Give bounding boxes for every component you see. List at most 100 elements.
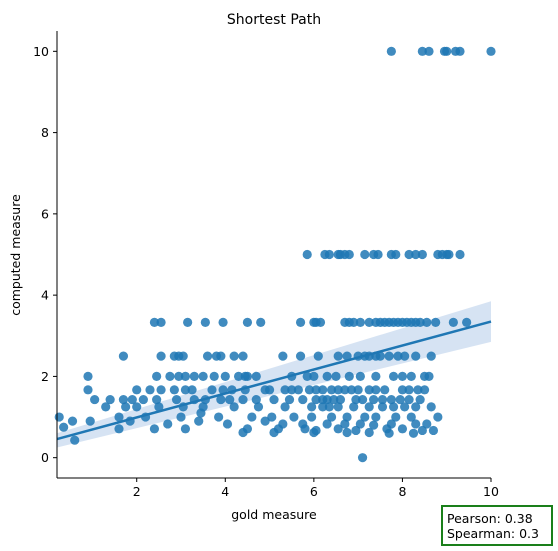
data-point bbox=[364, 402, 374, 412]
data-point bbox=[152, 371, 162, 382]
data-point bbox=[83, 371, 93, 382]
data-point bbox=[163, 419, 173, 429]
data-point bbox=[300, 424, 310, 434]
data-point bbox=[428, 425, 439, 436]
data-point bbox=[400, 351, 410, 361]
regression-line-path bbox=[56, 320, 492, 441]
x-tick-label: 6 bbox=[310, 484, 318, 499]
data-point bbox=[415, 317, 425, 327]
data-point bbox=[222, 419, 233, 429]
data-point bbox=[269, 394, 279, 405]
data-point bbox=[127, 394, 137, 405]
data-point bbox=[149, 317, 160, 327]
data-point bbox=[462, 317, 472, 327]
data-point bbox=[384, 428, 394, 438]
data-point bbox=[267, 412, 277, 422]
data-point bbox=[180, 371, 191, 382]
data-point bbox=[132, 385, 142, 395]
data-point bbox=[400, 402, 410, 412]
data-point bbox=[417, 249, 427, 260]
data-point bbox=[393, 351, 403, 361]
data-point bbox=[302, 249, 312, 260]
data-point bbox=[318, 385, 328, 395]
x-tick-label: 2 bbox=[133, 484, 141, 499]
data-point bbox=[293, 385, 303, 395]
data-point bbox=[342, 351, 352, 361]
data-point bbox=[238, 427, 248, 438]
data-point bbox=[114, 412, 124, 422]
data-point bbox=[85, 416, 95, 426]
data-point bbox=[395, 394, 405, 405]
regression-line bbox=[56, 320, 492, 441]
spearman-stat: Spearman: 0.3 bbox=[447, 526, 539, 541]
data-point bbox=[295, 317, 306, 327]
data-point bbox=[194, 416, 204, 426]
data-point bbox=[344, 371, 354, 382]
data-point bbox=[118, 394, 129, 405]
data-point bbox=[54, 412, 64, 422]
data-point bbox=[269, 427, 279, 438]
data-point bbox=[455, 46, 465, 56]
data-point bbox=[289, 412, 299, 422]
data-point bbox=[313, 351, 323, 361]
data-point bbox=[165, 371, 175, 382]
y-tick-label: 4 bbox=[41, 288, 49, 303]
data-point bbox=[369, 394, 379, 405]
data-point bbox=[180, 385, 191, 395]
data-point bbox=[384, 351, 394, 361]
data-point bbox=[302, 371, 312, 382]
data-point bbox=[388, 402, 399, 412]
data-point bbox=[426, 351, 436, 361]
data-point bbox=[404, 385, 414, 395]
data-point bbox=[59, 422, 69, 432]
correlation-stats-box: Pearson: 0.38 Spearman: 0.3 bbox=[441, 505, 553, 546]
data-point bbox=[324, 249, 334, 260]
data-point bbox=[355, 371, 365, 382]
data-point bbox=[406, 412, 416, 422]
data-point bbox=[220, 371, 230, 382]
data-point bbox=[171, 394, 182, 405]
data-point bbox=[149, 424, 160, 434]
data-point bbox=[145, 385, 155, 395]
data-point bbox=[340, 419, 350, 429]
data-point bbox=[309, 371, 319, 382]
data-point bbox=[397, 424, 408, 434]
data-point bbox=[380, 385, 390, 395]
data-point bbox=[322, 371, 332, 382]
data-point bbox=[287, 385, 297, 395]
data-point bbox=[180, 424, 191, 434]
data-point bbox=[355, 419, 365, 429]
data-point bbox=[444, 249, 454, 260]
data-point bbox=[455, 249, 465, 260]
data-point bbox=[342, 427, 352, 438]
data-point bbox=[357, 453, 368, 463]
data-point bbox=[388, 371, 399, 382]
data-point bbox=[360, 412, 370, 422]
data-point bbox=[196, 408, 206, 418]
data-point bbox=[174, 371, 184, 382]
data-point bbox=[218, 385, 228, 395]
data-point bbox=[260, 416, 270, 426]
data-point bbox=[373, 249, 383, 260]
data-point bbox=[90, 394, 100, 405]
data-point bbox=[225, 394, 235, 405]
data-point bbox=[280, 402, 290, 412]
data-point bbox=[360, 249, 370, 260]
data-point bbox=[442, 46, 452, 56]
data-point bbox=[156, 385, 166, 395]
data-point bbox=[326, 385, 337, 395]
data-point bbox=[198, 371, 208, 382]
y-tick-label: 8 bbox=[41, 125, 49, 140]
data-point bbox=[324, 402, 334, 412]
data-point bbox=[187, 385, 197, 395]
data-point bbox=[326, 412, 337, 422]
data-point bbox=[207, 385, 217, 395]
data-point bbox=[422, 317, 432, 327]
data-point bbox=[375, 351, 385, 361]
data-point bbox=[371, 385, 381, 395]
data-point bbox=[448, 317, 458, 327]
data-point bbox=[264, 385, 275, 395]
data-point bbox=[218, 317, 228, 327]
data-point bbox=[377, 394, 388, 405]
